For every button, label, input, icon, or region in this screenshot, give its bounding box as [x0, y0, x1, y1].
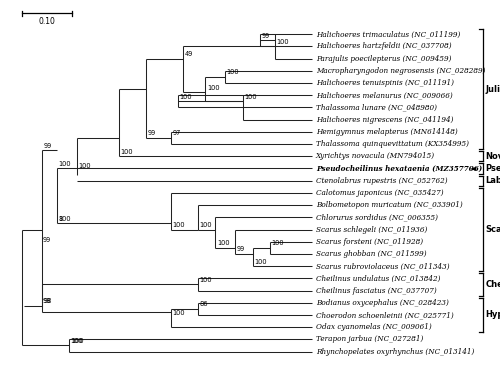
Text: Chlorurus sordidus (NC_006355): Chlorurus sordidus (NC_006355) [316, 213, 438, 221]
Text: 99: 99 [262, 33, 270, 39]
Text: Thalassoma lunare (NC_048980): Thalassoma lunare (NC_048980) [316, 103, 437, 111]
Text: 100: 100 [244, 94, 256, 100]
Text: 100: 100 [172, 222, 185, 228]
Text: Bolbometopon muricatum (NC_033901): Bolbometopon muricatum (NC_033901) [316, 201, 462, 209]
Text: Xyrichtys novacula (MN794015): Xyrichtys novacula (MN794015) [316, 152, 435, 160]
Text: 8: 8 [58, 216, 62, 222]
Text: Scarines: Scarines [485, 225, 500, 234]
Text: Novaculines: Novaculines [485, 152, 500, 161]
Text: 86: 86 [200, 301, 208, 307]
Text: 100: 100 [276, 39, 289, 45]
Text: 100: 100 [78, 163, 91, 169]
Text: Rhynchopelates oxyrhynchus (NC_013141): Rhynchopelates oxyrhynchus (NC_013141) [316, 347, 474, 356]
Text: 100: 100 [70, 338, 83, 344]
Text: Halichoeres trimaculatus (NC_011199): Halichoeres trimaculatus (NC_011199) [316, 30, 460, 38]
Text: Calotomus japonicus (NC_035427): Calotomus japonicus (NC_035427) [316, 189, 444, 197]
Text: Parajulis poecilepterus (NC_009459): Parajulis poecilepterus (NC_009459) [316, 55, 452, 62]
Text: 99: 99 [236, 246, 245, 252]
Text: Halichoeres nigrescens (NC_041194): Halichoeres nigrescens (NC_041194) [316, 116, 454, 124]
Text: 100: 100 [172, 310, 185, 316]
Text: 99: 99 [148, 130, 156, 137]
Text: Choerodon schoenleinii (NC_025771): Choerodon schoenleinii (NC_025771) [316, 311, 454, 319]
Text: 99: 99 [43, 237, 52, 243]
Text: Bodianus oxycephalus (NC_028423): Bodianus oxycephalus (NC_028423) [316, 299, 448, 307]
Text: 100: 100 [217, 240, 230, 246]
Text: 98: 98 [43, 298, 52, 304]
Text: 49: 49 [184, 51, 193, 57]
Text: 100: 100 [58, 216, 71, 222]
Text: Labrines: Labrines [485, 176, 500, 185]
Text: Scarus ghobban (NC_011599): Scarus ghobban (NC_011599) [316, 250, 426, 258]
Text: Cheilines: Cheilines [485, 280, 500, 289]
Text: 99: 99 [44, 143, 52, 149]
Text: 100: 100 [272, 240, 284, 246]
Text: Halichoeres tenuispinis (NC_011191): Halichoeres tenuispinis (NC_011191) [316, 79, 454, 87]
Text: Ctenolabrus rupestris (NC_052762): Ctenolabrus rupestris (NC_052762) [316, 177, 448, 185]
Text: 100: 100 [180, 94, 192, 100]
Text: Hemigymnus melapterus (MN614148): Hemigymnus melapterus (MN614148) [316, 128, 458, 136]
Text: Scarus forsteni (NC_011928): Scarus forsteni (NC_011928) [316, 238, 423, 246]
Text: ◄: ◄ [467, 164, 476, 173]
Text: 98: 98 [44, 298, 52, 304]
Text: 100: 100 [200, 277, 212, 283]
Text: Scarus rubroviolaceus (NC_011343): Scarus rubroviolaceus (NC_011343) [316, 262, 450, 270]
Text: Julidines: Julidines [485, 85, 500, 93]
Text: 100: 100 [58, 161, 71, 167]
Text: Halichoeres hartzfeldii (NC_037708): Halichoeres hartzfeldii (NC_037708) [316, 42, 452, 50]
Text: Odax cyanomelas (NC_009061): Odax cyanomelas (NC_009061) [316, 323, 432, 331]
Text: 100: 100 [227, 69, 239, 75]
Text: Hypsigenyines: Hypsigenyines [485, 311, 500, 319]
Text: Scarus schlegeli (NC_011936): Scarus schlegeli (NC_011936) [316, 226, 427, 234]
Text: Cheilinus fasciatus (NC_037707): Cheilinus fasciatus (NC_037707) [316, 287, 436, 295]
Text: Terapon jarbua (NC_027281): Terapon jarbua (NC_027281) [316, 335, 423, 343]
Text: 100: 100 [254, 258, 266, 265]
Text: 100: 100 [71, 338, 84, 344]
Text: Pseudocheilinus hexataenia (MZ357706): Pseudocheilinus hexataenia (MZ357706) [316, 165, 482, 172]
Text: Macropharyngodon negrosensis (NC_028289): Macropharyngodon negrosensis (NC_028289) [316, 67, 486, 75]
Text: 97: 97 [172, 130, 180, 137]
Text: Thalassoma quinquevittatum (KX354995): Thalassoma quinquevittatum (KX354995) [316, 140, 469, 148]
Text: Pseudocheilines: Pseudocheilines [485, 164, 500, 173]
Text: Halichoeres melanurus (NC_009066): Halichoeres melanurus (NC_009066) [316, 91, 452, 99]
Text: 100: 100 [200, 222, 212, 228]
Text: Cheilinus undulatus (NC_013842): Cheilinus undulatus (NC_013842) [316, 274, 440, 283]
Text: 100: 100 [120, 149, 133, 155]
Text: 100: 100 [207, 85, 220, 91]
Text: 0.10: 0.10 [38, 17, 56, 26]
